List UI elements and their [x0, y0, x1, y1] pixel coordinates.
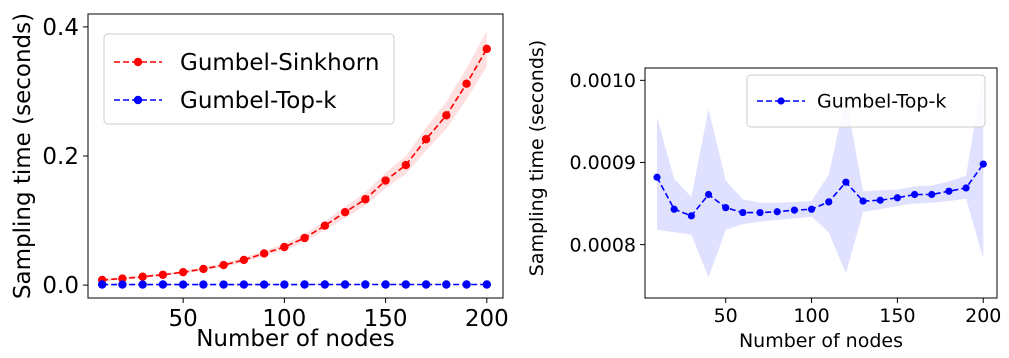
data-point-gumbel-top-k: [687, 212, 695, 220]
data-point-gumbel-sinkhorn: [442, 111, 451, 120]
data-point-gumbel-top-k: [722, 204, 730, 212]
data-point-gumbel-top-k: [893, 194, 902, 202]
data-point-gumbel-sinkhorn: [462, 79, 471, 88]
data-point-gumbel-sinkhorn: [421, 135, 431, 144]
data-point-gumbel-top-k: [138, 280, 147, 289]
data-point-gumbel-top-k: [259, 280, 269, 289]
x-tick-label: 50: [169, 306, 198, 332]
data-point-gumbel-sinkhorn: [199, 264, 208, 274]
data-point-gumbel-top-k: [756, 208, 764, 217]
data-point-gumbel-sinkhorn: [259, 249, 269, 258]
data-point-gumbel-top-k: [421, 280, 431, 289]
y-tick-label: 0.0008: [570, 234, 636, 256]
data-point-gumbel-sinkhorn: [158, 270, 168, 279]
legend-box: [746, 74, 986, 128]
chart-right: 50 100 150 200 0.0008 0.0009 0.0010 Number of n…: [526, 40, 1001, 352]
legend-label-gumbel-top-k: Gumbel-Top-k: [180, 88, 337, 114]
data-point-gumbel-top-k: [199, 280, 208, 289]
band-gumbel-top-k: [657, 72, 984, 278]
data-point-gumbel-top-k: [859, 197, 867, 205]
data-point-gumbel-top-k: [876, 196, 884, 204]
x-tick-label: 100: [262, 306, 306, 332]
data-point-gumbel-sinkhorn: [280, 242, 289, 252]
legend-marker-gumbel-top-k: [133, 95, 143, 105]
data-point-gumbel-top-k: [482, 280, 492, 289]
data-point-gumbel-top-k: [945, 187, 953, 195]
data-point-gumbel-sinkhorn: [361, 195, 370, 204]
y-axis-label: Sampling time (seconds): [10, 13, 36, 299]
x-tick-label: 100: [793, 305, 829, 327]
data-point-gumbel-top-k: [773, 208, 781, 216]
data-point-gumbel-top-k: [340, 280, 350, 289]
chart-left: 50 100 150 200 0.0 0.2 0.4 Number of nodes Sampl…: [10, 13, 509, 352]
x-tick-label: 200: [965, 305, 1001, 327]
legend-label-gumbel-sinkhorn: Gumbel-Sinkhorn: [180, 50, 379, 76]
data-point-gumbel-top-k: [280, 280, 289, 289]
x-axis-label: Number of nodes: [196, 326, 395, 352]
data-point-gumbel-sinkhorn: [401, 160, 411, 170]
data-point-gumbel-top-k: [401, 280, 411, 289]
data-point-gumbel-top-k: [219, 280, 228, 289]
legend-marker-gumbel-top-k: [777, 97, 785, 105]
y-tick-label: 0.0009: [570, 152, 636, 174]
data-point-gumbel-top-k: [962, 184, 970, 192]
data-point-gumbel-sinkhorn: [219, 260, 228, 270]
data-point-gumbel-top-k: [928, 190, 936, 199]
x-tick-label: 200: [465, 306, 509, 332]
data-point-gumbel-top-k: [381, 280, 390, 289]
data-point-gumbel-sinkhorn: [300, 233, 309, 243]
data-point-gumbel-top-k: [979, 160, 987, 168]
y-tick-label: 0.2: [42, 144, 79, 170]
data-point-gumbel-top-k: [653, 173, 661, 181]
y-tick-label: 0.4: [42, 15, 79, 41]
x-axis-label: Number of nodes: [739, 330, 903, 352]
data-point-gumbel-top-k: [790, 206, 798, 214]
data-point-gumbel-top-k: [239, 280, 249, 289]
y-axis-label: Sampling time (seconds): [526, 40, 548, 276]
data-point-gumbel-top-k: [300, 280, 309, 289]
y-tick-label: 0.0010: [570, 70, 636, 92]
data-point-gumbel-top-k: [462, 280, 471, 289]
data-point-gumbel-top-k: [97, 280, 107, 289]
data-point-gumbel-sinkhorn: [320, 221, 330, 230]
band-gumbel-sinkhorn: [102, 30, 487, 282]
data-point-gumbel-sinkhorn: [381, 176, 390, 185]
data-point-gumbel-top-k: [320, 280, 330, 289]
data-point-gumbel-sinkhorn: [482, 44, 492, 54]
legend-box: [103, 33, 395, 125]
x-tick-label: 50: [714, 305, 738, 327]
plot-frame: [644, 67, 998, 299]
data-point-gumbel-top-k: [739, 208, 747, 217]
data-point-gumbel-top-k: [825, 198, 833, 206]
data-point-gumbel-sinkhorn: [239, 255, 249, 265]
x-tick-label: 150: [364, 306, 408, 332]
data-point-gumbel-top-k: [807, 205, 816, 213]
x-tick-label: 150: [879, 305, 915, 327]
data-point-gumbel-top-k: [670, 205, 678, 213]
data-point-gumbel-sinkhorn: [340, 207, 350, 217]
data-point-gumbel-sinkhorn: [138, 272, 147, 281]
data-point-gumbel-top-k: [842, 178, 850, 186]
data-point-gumbel-top-k: [118, 280, 127, 289]
data-point-gumbel-top-k: [442, 280, 451, 289]
data-point-gumbel-top-k: [910, 190, 919, 199]
legend-label-gumbel-top-k: Gumbel-Top-k: [817, 91, 946, 113]
legend-marker-gumbel-sinkhorn: [133, 57, 143, 67]
data-point-gumbel-sinkhorn: [118, 274, 127, 283]
data-point-gumbel-sinkhorn: [178, 267, 188, 277]
y-tick-label: 0.0: [42, 273, 79, 299]
data-point-gumbel-top-k: [361, 280, 370, 289]
data-point-gumbel-top-k: [704, 190, 713, 199]
data-point-gumbel-top-k: [158, 280, 168, 289]
data-point-gumbel-top-k: [178, 280, 188, 289]
